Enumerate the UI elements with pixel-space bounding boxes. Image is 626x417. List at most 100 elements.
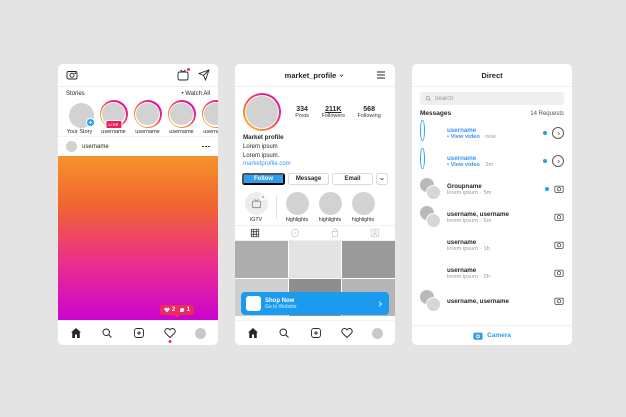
stat-following[interactable]: 568 Following [357, 105, 381, 119]
camera-bar[interactable]: Camera [412, 325, 572, 345]
camera-icon[interactable] [554, 296, 564, 306]
search-icon[interactable] [101, 327, 113, 339]
posts-grid: Shop Now Go to Website [235, 240, 395, 320]
igtv-notification-dot [187, 68, 190, 71]
search-bar[interactable] [420, 92, 564, 105]
chevron-circle-icon[interactable] [552, 127, 564, 139]
chevron-down-icon[interactable] [338, 72, 345, 79]
profile-bio: Market profile Lorem ipsum Lorem ipsum. … [235, 133, 395, 172]
highlight-item[interactable]: highlights [284, 192, 310, 223]
new-post-icon[interactable] [133, 327, 145, 339]
unread-dot [543, 159, 547, 163]
messages-header: Messages 14 Requests [412, 108, 572, 119]
bio-line: Lorem ipsum [243, 143, 278, 150]
igtv-icon [251, 199, 261, 209]
stat-followers[interactable]: 211K Followers [321, 105, 346, 119]
profile-stats: 334 Posts 211K Followers 568 Following [289, 106, 387, 119]
thread-row[interactable]: username lorem ipsum · 1h [412, 231, 572, 259]
requests-link[interactable]: 14 Requests [530, 110, 564, 117]
stories-label: Stories [66, 91, 85, 97]
email-button[interactable]: Email [332, 173, 373, 186]
story-label: Your Story [66, 129, 93, 135]
plus-icon [259, 194, 266, 201]
camera-icon[interactable] [554, 268, 564, 278]
tab-grid[interactable] [235, 226, 275, 240]
camera-label: Camera [487, 332, 511, 339]
grid-post[interactable] [342, 240, 395, 278]
camera-icon[interactable] [554, 240, 564, 250]
new-post-icon[interactable] [310, 327, 322, 339]
thread-avatar [420, 119, 425, 142]
story-item[interactable]: username [167, 100, 196, 135]
highlight-igtv[interactable]: IGTV [243, 192, 269, 223]
camera-icon[interactable] [554, 184, 564, 194]
thread-row[interactable]: username, username [412, 287, 572, 315]
your-story-avatar [66, 100, 95, 128]
highlight-item[interactable]: highlights [350, 192, 376, 223]
highlights-row: IGTV highlights highlights highlights [235, 189, 395, 225]
activity-heart-icon[interactable] [164, 327, 176, 343]
heart-icon [164, 307, 170, 313]
shop-now-banner[interactable]: Shop Now Go to Website [241, 292, 389, 315]
watch-all-link[interactable]: • Watch All [181, 91, 210, 97]
home-feed-screen: Stories • Watch All Your Story LIVE user… [58, 64, 218, 345]
grid-post[interactable] [235, 240, 288, 278]
profile-tabs [235, 224, 395, 241]
profile-actions: Follow Message Email [235, 172, 395, 189]
add-story-icon[interactable] [85, 118, 95, 127]
stat-posts[interactable]: 334 Posts [295, 105, 309, 119]
tab-tagged[interactable] [355, 226, 395, 240]
thread-row[interactable]: username • View video · 2m [412, 147, 572, 175]
story-live[interactable]: LIVE username [99, 100, 128, 135]
thread-row[interactable]: username, username lorem ipsum · 5m [412, 203, 572, 231]
more-options-icon[interactable] [202, 145, 210, 148]
threads-list: username • View video · now username • Vi… [412, 119, 572, 325]
thread-row[interactable]: username lorem ipsum · 2h [412, 259, 572, 287]
highlight-item[interactable]: highlights [317, 192, 343, 223]
profile-tab-avatar[interactable] [372, 327, 383, 339]
story-your-story[interactable]: Your Story [65, 100, 95, 135]
menu-icon[interactable] [375, 69, 387, 81]
shop-banner-subtitle: Go to Website [265, 303, 297, 310]
search-input[interactable] [434, 95, 559, 102]
direct-send-icon[interactable] [198, 69, 210, 81]
profile-avatar[interactable] [243, 93, 281, 131]
post-image[interactable]: 2 1 [58, 156, 218, 320]
divider [276, 195, 277, 220]
story-item[interactable]: username [133, 100, 162, 135]
search-icon [425, 96, 431, 102]
thread-row[interactable]: Groupname lorem ipsum · 5m [412, 175, 572, 203]
profile-topbar: market_profile [235, 64, 395, 87]
camera-icon[interactable] [66, 69, 78, 81]
home-icon[interactable] [70, 327, 82, 339]
post-header: username [58, 136, 218, 156]
story-item[interactable]: username [201, 100, 218, 135]
profile-username-title[interactable]: market_profile [284, 70, 337, 80]
home-icon[interactable] [247, 327, 259, 339]
story-label: username [135, 129, 160, 135]
igtv-icon[interactable] [177, 68, 190, 81]
activity-heart-icon[interactable] [341, 327, 353, 339]
bio-name: Market profile [243, 134, 284, 141]
post-author-avatar[interactable] [66, 141, 77, 152]
grid-post[interactable] [288, 240, 342, 278]
tab-shop[interactable] [315, 226, 355, 240]
chevron-circle-icon[interactable] [552, 155, 564, 167]
post-author-username[interactable]: username [82, 143, 109, 150]
home-topbar [58, 64, 218, 87]
group-avatar [420, 206, 442, 228]
more-actions-button[interactable] [376, 173, 388, 186]
likes-count: 2 [171, 307, 176, 313]
search-icon[interactable] [278, 327, 290, 339]
bio-link[interactable]: marketprofile.com [243, 161, 291, 168]
profile-screen: market_profile 334 Posts 211K Followers … [235, 64, 395, 345]
activity-notification-bubble[interactable]: 2 1 [160, 305, 194, 315]
follow-button[interactable]: Follow [242, 173, 285, 186]
thread-row[interactable]: username • View video · now [412, 119, 572, 147]
thread-avatar [420, 147, 425, 170]
activity-notification-dot [168, 340, 172, 343]
camera-icon[interactable] [554, 212, 564, 222]
message-button[interactable]: Message [288, 173, 329, 186]
tab-igtv[interactable] [275, 226, 315, 240]
profile-tab-avatar[interactable] [195, 327, 206, 339]
